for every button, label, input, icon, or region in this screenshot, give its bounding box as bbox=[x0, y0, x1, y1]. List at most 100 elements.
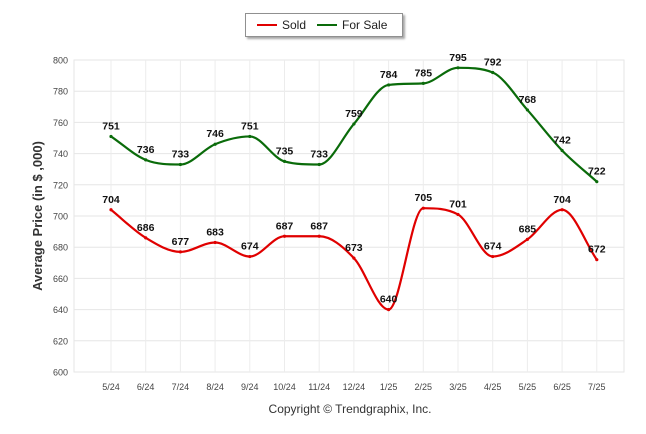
data-point-for-sale bbox=[595, 180, 599, 184]
data-label-for-sale: 784 bbox=[380, 69, 398, 81]
data-point-sold bbox=[213, 240, 217, 245]
data-point-for-sale bbox=[456, 66, 460, 70]
x-tick-label: 6/25 bbox=[553, 382, 571, 392]
data-point-sold bbox=[144, 236, 148, 240]
y-tick-label: 780 bbox=[53, 87, 68, 97]
data-point-sold bbox=[595, 258, 599, 262]
x-tick-label: 8/24 bbox=[206, 382, 224, 392]
x-tick-label: 7/25 bbox=[588, 382, 606, 392]
data-labels: 751 736 733 746 751 735 733 759 784 785 795 792 768 7… bbox=[102, 52, 605, 306]
data-label-sold: 677 bbox=[172, 236, 190, 248]
data-label-sold: 701 bbox=[449, 198, 467, 210]
data-point-sold bbox=[178, 250, 182, 254]
y-tick-label: 740 bbox=[53, 149, 68, 159]
data-point-for-sale bbox=[421, 81, 425, 85]
data-label-sold: 673 bbox=[345, 242, 363, 254]
data-point-for-sale bbox=[109, 134, 113, 139]
data-point-for-sale bbox=[352, 122, 356, 126]
data-label-for-sale: 722 bbox=[588, 166, 606, 178]
data-point-for-sale bbox=[387, 83, 391, 87]
y-tick-label: 620 bbox=[53, 336, 68, 346]
data-point-sold bbox=[525, 237, 530, 241]
data-point-for-sale bbox=[144, 158, 148, 162]
data-point-sold bbox=[109, 208, 113, 212]
data-point-for-sale bbox=[213, 142, 217, 146]
data-point-sold bbox=[282, 234, 287, 238]
x-tick-label: 5/24 bbox=[102, 382, 120, 392]
data-label-for-sale: 735 bbox=[276, 145, 294, 157]
data-point-sold bbox=[352, 256, 356, 260]
x-tick-label: 2/25 bbox=[415, 382, 433, 392]
data-label-for-sale: 733 bbox=[172, 149, 190, 161]
data-point-for-sale bbox=[282, 159, 287, 163]
series-line-sold bbox=[109, 207, 598, 311]
data-point-sold bbox=[248, 254, 252, 259]
data-label-for-sale: 733 bbox=[310, 149, 328, 161]
data-label-sold: 674 bbox=[484, 241, 502, 253]
x-tick-label: 12/24 bbox=[343, 382, 366, 392]
y-tick-label: 700 bbox=[53, 212, 68, 222]
data-label-for-sale: 759 bbox=[345, 108, 363, 120]
legend-swatch-sold bbox=[257, 24, 277, 26]
x-tick-label: 1/25 bbox=[380, 382, 398, 392]
legend-item-for-sale[interactable]: For Sale bbox=[317, 18, 387, 32]
data-label-sold: 705 bbox=[415, 192, 433, 204]
legend-item-sold[interactable]: Sold bbox=[257, 18, 306, 32]
data-label-for-sale: 768 bbox=[519, 94, 537, 106]
x-tick-label: 7/24 bbox=[172, 382, 190, 392]
x-tick-label: 3/25 bbox=[449, 382, 467, 392]
x-tick-label: 9/24 bbox=[241, 382, 259, 392]
data-label-sold: 686 bbox=[137, 222, 155, 234]
data-point-sold bbox=[560, 208, 564, 212]
x-axis: 5/24 6/24 7/24 8/24 9/24 10/24 11/24 12/24 1/25 2… bbox=[102, 382, 605, 392]
data-label-sold: 687 bbox=[310, 220, 328, 232]
series-layer bbox=[109, 66, 599, 312]
copyright-text: Copyright © Trendgraphix, Inc. bbox=[268, 402, 432, 416]
data-point-for-sale bbox=[560, 148, 564, 153]
x-tick-label: 10/24 bbox=[273, 382, 296, 392]
data-point-for-sale bbox=[178, 162, 182, 167]
data-label-for-sale: 785 bbox=[415, 67, 433, 79]
legend-label-for-sale: For Sale bbox=[342, 18, 388, 32]
legend: Sold For Sale bbox=[245, 13, 403, 37]
y-tick-label: 800 bbox=[53, 56, 68, 66]
data-label-for-sale: 742 bbox=[553, 134, 571, 146]
data-label-sold: 674 bbox=[241, 241, 259, 253]
data-point-for-sale bbox=[491, 70, 495, 75]
y-tick-label: 640 bbox=[53, 305, 68, 315]
data-label-for-sale: 736 bbox=[137, 144, 155, 156]
data-label-for-sale: 746 bbox=[206, 128, 224, 140]
data-label-for-sale: 751 bbox=[102, 120, 120, 132]
data-label-for-sale: 795 bbox=[449, 52, 467, 64]
data-point-for-sale bbox=[248, 134, 252, 139]
data-label-sold: 704 bbox=[553, 194, 571, 206]
x-tick-label: 4/25 bbox=[484, 382, 502, 392]
data-point-for-sale bbox=[317, 162, 321, 167]
data-label-sold: 685 bbox=[519, 223, 537, 235]
y-tick-label: 660 bbox=[53, 274, 68, 284]
data-label-sold: 683 bbox=[206, 227, 224, 239]
data-point-sold bbox=[317, 234, 321, 238]
data-label-for-sale: 751 bbox=[241, 120, 259, 132]
legend-label-sold: Sold bbox=[282, 18, 307, 32]
y-tick-label: 680 bbox=[53, 243, 68, 253]
data-point-sold bbox=[421, 206, 425, 210]
y-tick-label: 760 bbox=[53, 118, 68, 128]
data-label-for-sale: 792 bbox=[484, 56, 502, 68]
data-point-sold bbox=[491, 254, 495, 259]
data-label-sold: 704 bbox=[102, 194, 120, 206]
data-label-sold: 687 bbox=[276, 220, 294, 232]
data-point-sold bbox=[387, 308, 391, 312]
y-axis-label: Average Price (in $ ,000) bbox=[30, 141, 45, 291]
y-tick-label: 720 bbox=[53, 180, 68, 190]
data-point-for-sale bbox=[525, 108, 530, 112]
x-tick-label: 5/25 bbox=[519, 382, 537, 392]
gridlines bbox=[73, 59, 625, 373]
data-label-sold: 672 bbox=[588, 244, 606, 256]
data-label-sold: 640 bbox=[380, 294, 398, 306]
data-point-sold bbox=[456, 212, 460, 217]
x-tick-label: 6/24 bbox=[137, 382, 155, 392]
x-tick-label: 11/24 bbox=[308, 382, 330, 392]
y-axis: 600 620 640 660 680 700 720 740 760 780 800 bbox=[53, 56, 68, 378]
